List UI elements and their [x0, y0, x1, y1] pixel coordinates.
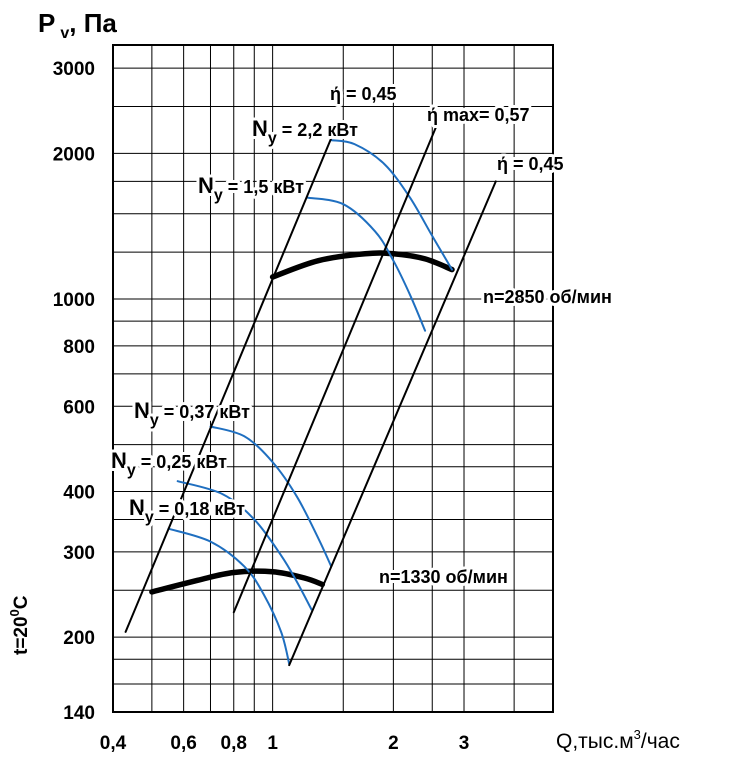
ny-0-37-label: Ny = 0,37 кВт	[134, 398, 250, 429]
x-tick-label: 0,6	[170, 733, 196, 754]
y-tick-label: 3000	[53, 59, 95, 80]
y-tick-label: 200	[63, 628, 95, 649]
power-curve	[167, 527, 291, 665]
power-curve	[176, 480, 313, 611]
eta-right-label: ή = 0,45	[497, 154, 564, 174]
x-tick-label: 1	[267, 733, 278, 754]
x-tick-label: 3	[459, 733, 470, 754]
power-curve	[330, 139, 453, 271]
y-tick-label: 600	[63, 397, 95, 418]
efficiency-curve	[124, 137, 333, 633]
ny-2-2-label: Ny = 2,2 кВт	[252, 116, 358, 147]
operating-curve	[269, 250, 455, 280]
plot-frame	[112, 44, 554, 713]
x-axis-title: Q,тыс.м3/час	[556, 727, 680, 753]
annotation-layer: ή = 0,45 ή max= 0,57 ή = 0,45 n=2850 об/мин…	[108, 81, 615, 590]
efficiency-curve	[232, 126, 437, 614]
n-2850-label: n=2850 об/мин	[483, 287, 612, 307]
y-tick-label: 400	[63, 482, 95, 503]
x-tick-label: 0,8	[221, 733, 247, 754]
y-axis-ticks: 140 200 300 400 600 800 1000 2000 3000	[53, 59, 95, 724]
power-curve	[209, 425, 333, 568]
temperature-label: t=200C	[7, 595, 32, 655]
y-tick-label: 1000	[53, 290, 95, 311]
power-curve	[306, 196, 427, 332]
efficiency-curve	[288, 180, 497, 667]
y-tick-label: 800	[63, 337, 95, 358]
y-tick-label: 140	[63, 703, 95, 724]
n-1330-label: n=1330 об/мин	[379, 567, 508, 587]
operating-curve	[149, 568, 326, 595]
series-layer	[124, 126, 497, 667]
eta-left-label: ή = 0,45	[330, 84, 397, 104]
x-tick-label: 2	[388, 733, 399, 754]
ny-0-18-label: Ny = 0,18 кВт	[129, 495, 245, 526]
y-tick-label: 300	[63, 543, 95, 564]
eta-max-label: ή max= 0,57	[427, 105, 530, 125]
y-tick-label: 2000	[53, 144, 95, 165]
x-tick-label: 0,4	[100, 733, 127, 754]
ny-1-5-label: Ny = 1,5 кВт	[198, 173, 304, 204]
ny-0-25-label: Ny = 0,25 кВт	[111, 448, 227, 479]
grid-lines	[113, 45, 553, 712]
x-axis-ticks: 0,4 0,6 0,8 1 2 3	[100, 733, 470, 754]
